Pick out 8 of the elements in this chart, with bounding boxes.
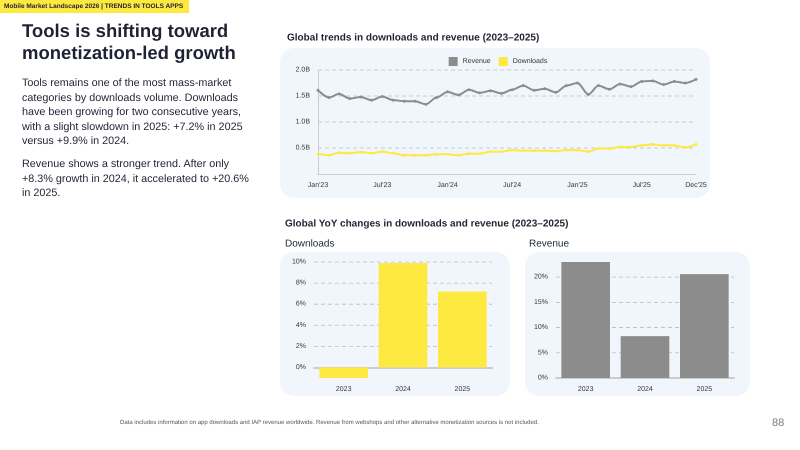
text: Tools remains one of the most mass-market categories by downloads volume. Downloads have been growing for two consecutive years, with a slight slowdown in 2025: +7.2% in 2025 versus +9.9% in 2024. (22, 76, 244, 148)
chart-subtitle: Downloads (285, 238, 334, 250)
text: Revenue shows a stronger trend. After only +8.3% growth in 2024, it accelerated to +20.6% in 2025. (22, 157, 250, 200)
chart-title: Global trends in downloads and revenue (2023–2025) (287, 32, 540, 44)
text: Tools is shifting toward monetization-led growth (22, 20, 237, 64)
chart-title: Revenue (529, 238, 570, 250)
text: 88 (772, 417, 784, 429)
chart-title: Global YoY changes in downloads and revenue (2023–2025) (285, 218, 568, 230)
